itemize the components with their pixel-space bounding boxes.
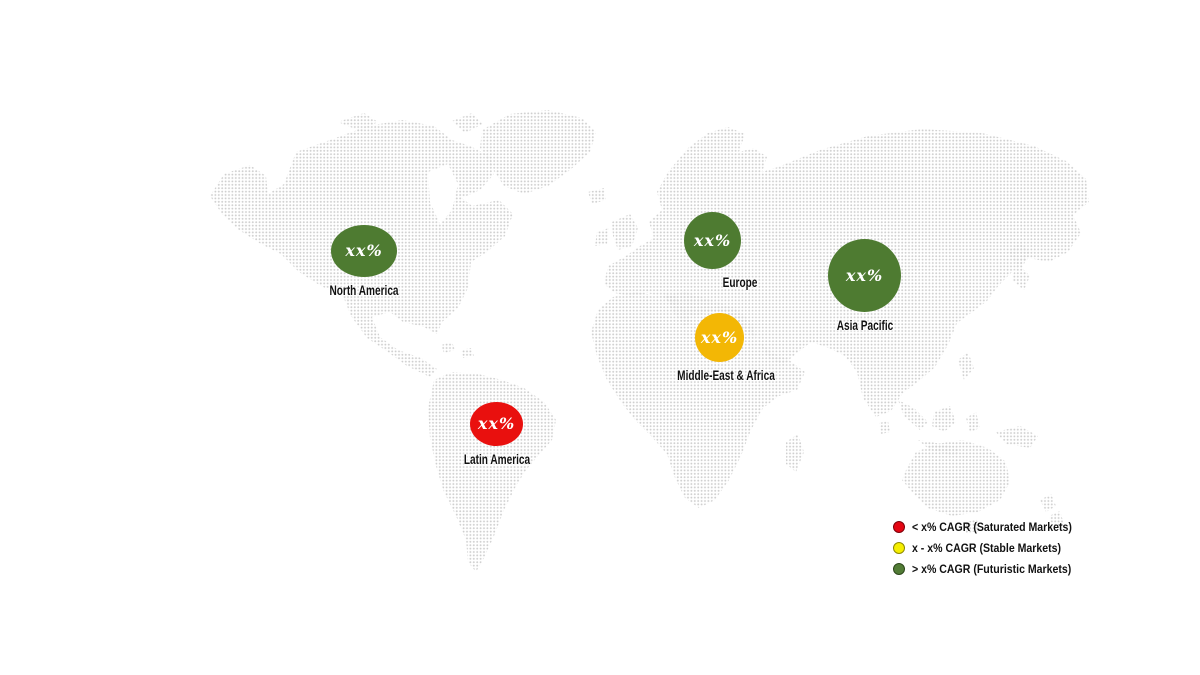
island-sri-lanka — [879, 421, 890, 434]
legend-label: > x% CAGR (Futuristic Markets) — [912, 561, 1072, 576]
region-value: xx% — [845, 265, 884, 285]
legend: < x% CAGR (Saturated Markets) x - x% CAG… — [893, 519, 1094, 576]
island-madagascar — [786, 434, 804, 472]
legend-dot-green-icon — [893, 562, 905, 575]
island-greenland — [480, 110, 596, 194]
region-label: Middle-East & Africa — [676, 367, 775, 383]
region-bubble-middle-east-africa[interactable]: xx% Middle-East & Africa — [677, 313, 774, 383]
legend-item-saturated: < x% CAGR (Saturated Markets) — [893, 519, 1094, 534]
islands-caribbean — [441, 342, 474, 358]
region-bubble-asia-pacific[interactable]: xx% Asia Pacific — [828, 239, 901, 333]
islands-philippines — [958, 352, 974, 380]
region-value: xx% — [700, 327, 739, 347]
legend-label: < x% CAGR (Saturated Markets) — [912, 519, 1072, 534]
region-label: Latin America — [463, 451, 530, 467]
islands-arctic — [338, 113, 483, 133]
region-label: North America — [329, 282, 399, 298]
legend-item-stable: x - x% CAGR (Stable Markets) — [893, 540, 1094, 555]
islands-japan — [1008, 242, 1030, 290]
region-bubble-latin-america[interactable]: xx% Latin America — [463, 402, 530, 467]
island-great-britain — [612, 214, 638, 250]
region-value: xx% — [693, 230, 732, 250]
region-bubble-north-america[interactable]: xx% North America — [329, 225, 399, 298]
island-ireland — [595, 228, 609, 246]
legend-label: x - x% CAGR (Stable Markets) — [912, 540, 1062, 555]
region-value: xx% — [345, 241, 383, 260]
island-iceland — [588, 188, 606, 204]
region-label: Europe — [722, 274, 757, 290]
legend-dot-red-icon — [893, 520, 905, 533]
legend-item-futuristic: > x% CAGR (Futuristic Markets) — [893, 561, 1094, 576]
continent-south-america — [428, 372, 556, 572]
island-tasmania — [964, 519, 979, 533]
islands-new-zealand — [1040, 494, 1064, 529]
region-value: xx% — [477, 414, 516, 433]
region-bubble-europe[interactable]: xx% Europe — [684, 212, 757, 290]
legend-dot-yellow-icon — [893, 541, 905, 554]
region-label: Asia Pacific — [836, 317, 893, 333]
continent-australia — [902, 440, 1010, 516]
continent-africa — [591, 292, 805, 508]
